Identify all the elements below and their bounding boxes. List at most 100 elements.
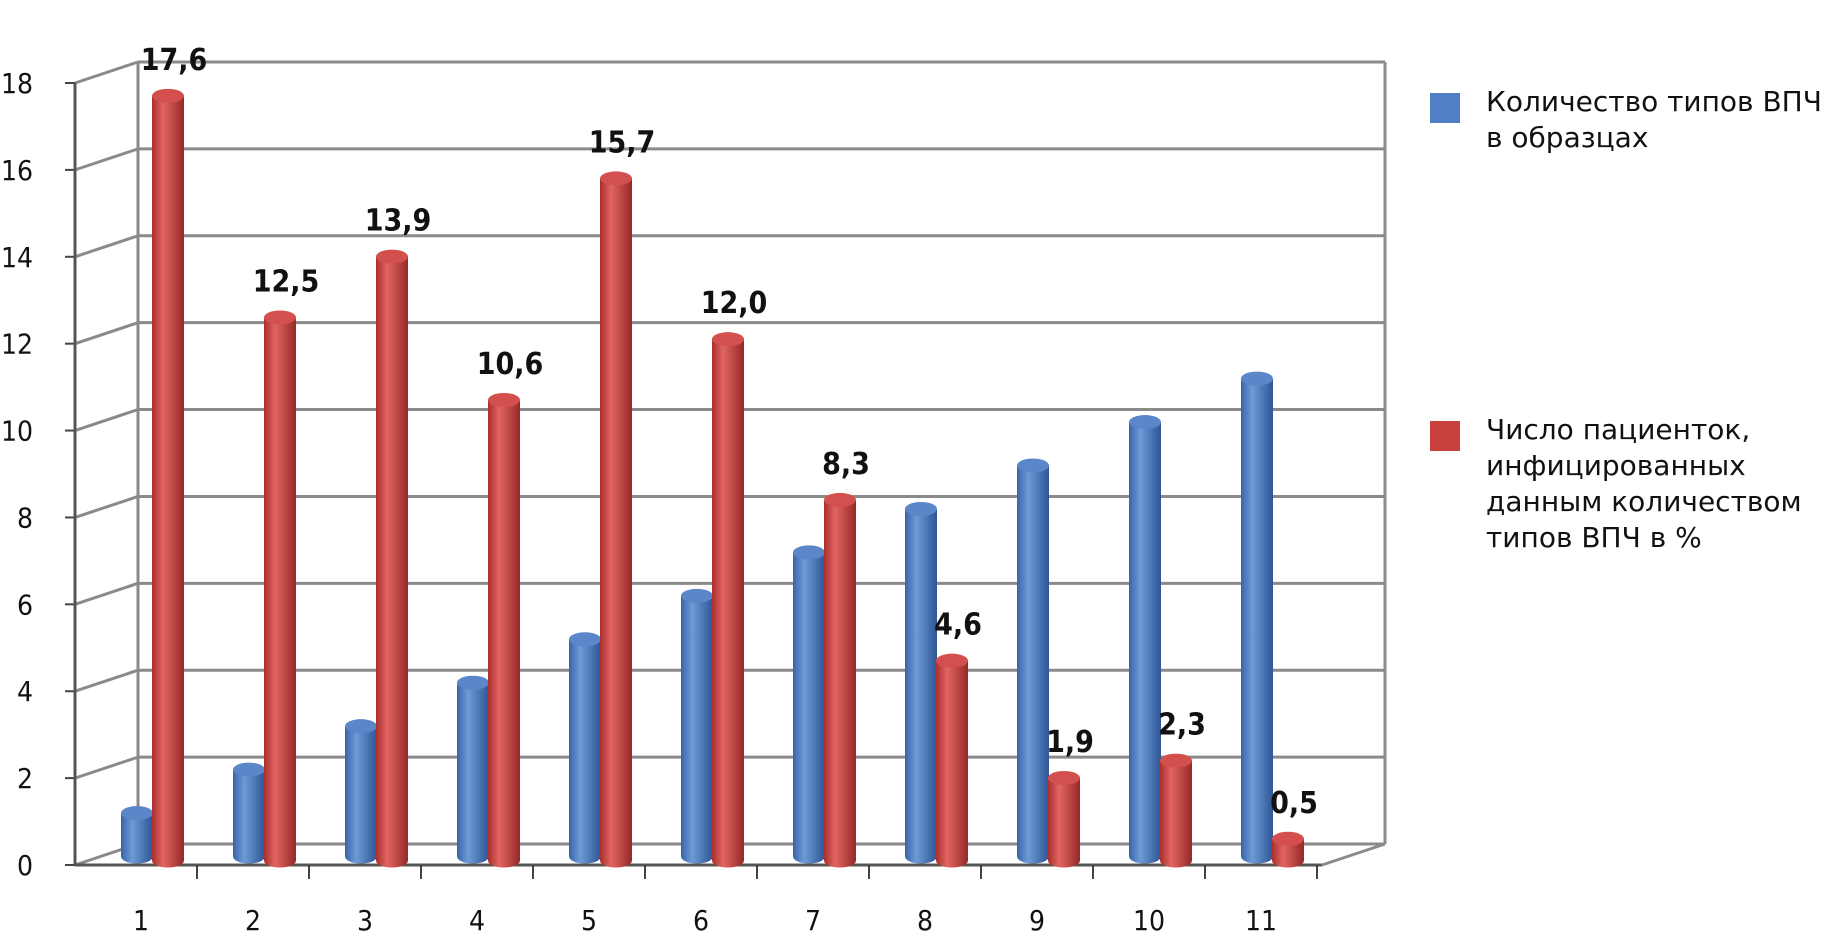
bar-red-top xyxy=(488,392,520,407)
legend-swatch-blue xyxy=(1430,93,1460,123)
x-tick-label: 6 xyxy=(693,904,709,937)
bar-blue-bottom xyxy=(1241,849,1273,864)
bar-red-body xyxy=(152,95,184,861)
data-label: 17,6 xyxy=(141,43,208,78)
x-tick-label: 8 xyxy=(917,904,933,937)
bar-blue-bottom xyxy=(457,849,489,864)
bar-blue-body xyxy=(793,552,825,857)
bar-red-top xyxy=(376,249,408,264)
bar-blue xyxy=(457,675,489,864)
x-tick-label: 11 xyxy=(1245,904,1277,937)
legend-swatch-red xyxy=(1430,421,1460,451)
bar-red-body xyxy=(936,660,968,861)
bar-blue-top xyxy=(905,501,937,516)
x-tick-label: 1 xyxy=(133,904,149,937)
gridline-depth xyxy=(74,408,139,432)
bar-blue-body xyxy=(1017,465,1049,857)
bar-blue-body xyxy=(233,769,265,857)
bar-red-top xyxy=(824,492,856,507)
bar-red xyxy=(1272,831,1304,868)
bar-red-body xyxy=(488,399,520,861)
bar-blue xyxy=(793,545,825,864)
bar-blue-top xyxy=(233,762,265,777)
bar-red-bottom xyxy=(264,853,296,868)
bar-red xyxy=(824,492,856,868)
gridline-depth xyxy=(74,147,139,172)
bar-red xyxy=(488,392,520,868)
bar-blue-body xyxy=(121,813,153,857)
bar-blue-top xyxy=(681,588,713,603)
bar-blue-bottom xyxy=(681,849,713,864)
y-tick-label: 8 xyxy=(17,501,33,534)
x-tick-label: 2 xyxy=(245,904,261,937)
bar-red xyxy=(1048,770,1080,868)
data-label: 8,3 xyxy=(822,447,870,482)
bar-red-top xyxy=(712,332,744,347)
data-label: 10,6 xyxy=(477,347,544,382)
bar-blue-top xyxy=(1017,458,1049,473)
bar-blue-body xyxy=(569,639,601,857)
data-label: 1,9 xyxy=(1046,725,1094,760)
data-label: 2,3 xyxy=(1158,708,1206,743)
bar-red-top xyxy=(1160,753,1192,768)
y-tick-label: 10 xyxy=(1,415,33,448)
bar-blue-body xyxy=(457,682,489,857)
bar-red-top xyxy=(1048,770,1080,785)
bar-red-body xyxy=(600,178,632,861)
bar-red-top xyxy=(152,88,184,103)
data-label: 0,5 xyxy=(1270,786,1318,821)
gridline-depth xyxy=(74,668,139,693)
bar-red-top xyxy=(1272,831,1304,846)
bar-blue-top xyxy=(1129,415,1161,430)
bar-red-top xyxy=(936,653,968,668)
data-label: 12,5 xyxy=(253,264,320,299)
bar-red-bottom xyxy=(712,853,744,868)
bar-blue-body xyxy=(1241,378,1273,857)
bar-blue xyxy=(681,588,713,864)
y-tick-label: 4 xyxy=(17,675,33,708)
bar-blue-bottom xyxy=(793,849,825,864)
bar-red-body xyxy=(1160,760,1192,861)
bars xyxy=(121,88,1304,868)
bar-blue xyxy=(1241,371,1273,864)
bar-blue xyxy=(905,501,937,864)
bar-blue-bottom xyxy=(121,849,153,864)
bar-red-top xyxy=(264,310,296,325)
bar-red xyxy=(712,332,744,868)
gridline-depth xyxy=(74,495,139,519)
bar-blue-top xyxy=(569,632,601,647)
data-label: 4,6 xyxy=(934,608,982,643)
bar-blue xyxy=(569,632,601,864)
y-tick-label: 6 xyxy=(17,588,33,621)
bar-red xyxy=(1160,753,1192,868)
bar-red-body xyxy=(264,317,296,861)
bar-red-bottom xyxy=(152,853,184,868)
bar-blue-bottom xyxy=(1129,849,1161,864)
bar-red-body xyxy=(824,499,856,861)
y-tick-label: 0 xyxy=(17,849,33,882)
bar-blue-body xyxy=(345,726,377,857)
x-tick-label: 10 xyxy=(1133,904,1165,937)
bar-blue-top xyxy=(1241,371,1273,386)
y-tick-label: 2 xyxy=(17,762,33,795)
bar-red-bottom xyxy=(600,853,632,868)
bar-red-bottom xyxy=(488,853,520,868)
bar-blue xyxy=(233,762,265,864)
x-tick-label: 3 xyxy=(357,904,373,937)
data-label: 12,0 xyxy=(701,286,768,321)
bar-blue-bottom xyxy=(1017,849,1049,864)
data-label: 13,9 xyxy=(365,204,432,239)
data-labels: 17,6 12,5 13,9 10,6 15,7 12,0 8,3 4,6 1,9 2,3 0,5 xyxy=(141,43,1318,821)
data-label: 15,7 xyxy=(589,125,656,160)
bar-blue xyxy=(1129,415,1161,864)
x-tick-label: 9 xyxy=(1029,904,1045,937)
bar-blue-top xyxy=(457,675,489,690)
bar-red-bottom xyxy=(376,853,408,868)
bar-blue xyxy=(345,719,377,864)
bar-blue xyxy=(1017,458,1049,864)
x-tick-label: 4 xyxy=(469,904,485,937)
bar-blue-body xyxy=(1129,422,1161,857)
bar-red xyxy=(264,310,296,868)
bar-red-bottom xyxy=(936,853,968,868)
